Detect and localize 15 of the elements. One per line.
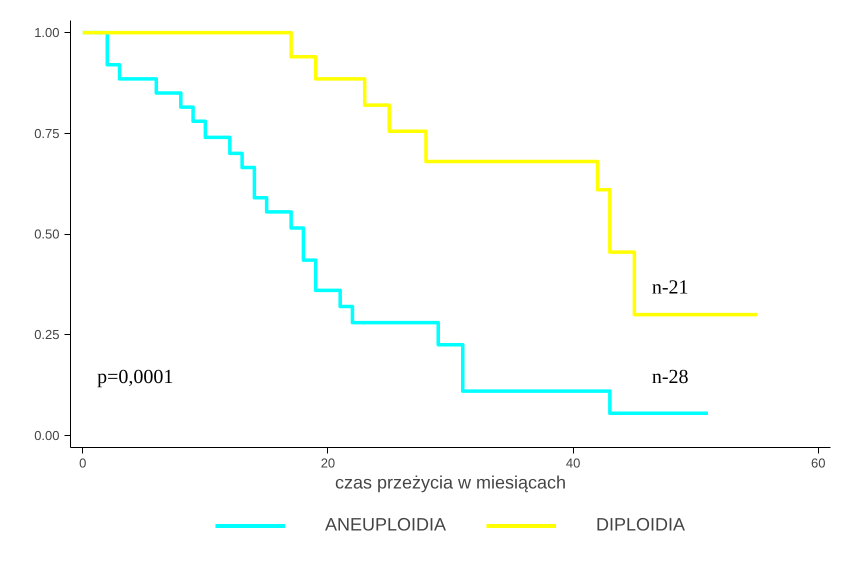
annotation: p=0,0001 bbox=[97, 366, 174, 388]
y-tick-label: 0.75 bbox=[34, 126, 60, 141]
x-tick-label: 20 bbox=[320, 456, 336, 470]
annotation: n-21 bbox=[652, 276, 689, 298]
x-tick-label: 40 bbox=[566, 456, 580, 470]
y-tick-label: 0.00 bbox=[34, 428, 60, 443]
legend-label: DIPLOIDIA bbox=[596, 514, 686, 536]
x-tick-label: 0 bbox=[79, 456, 86, 470]
y-tick-label: 1.00 bbox=[34, 25, 60, 40]
x-tick-label: 60 bbox=[811, 456, 826, 470]
legend-label: ANEUPLOIDIA bbox=[324, 514, 446, 536]
y-tick-label: 0.50 bbox=[34, 226, 60, 242]
y-tick-label: 0.25 bbox=[34, 327, 60, 342]
x-axis-title: czas przeżycia w miesiącach bbox=[334, 472, 566, 492]
annotation: n-28 bbox=[652, 366, 689, 388]
